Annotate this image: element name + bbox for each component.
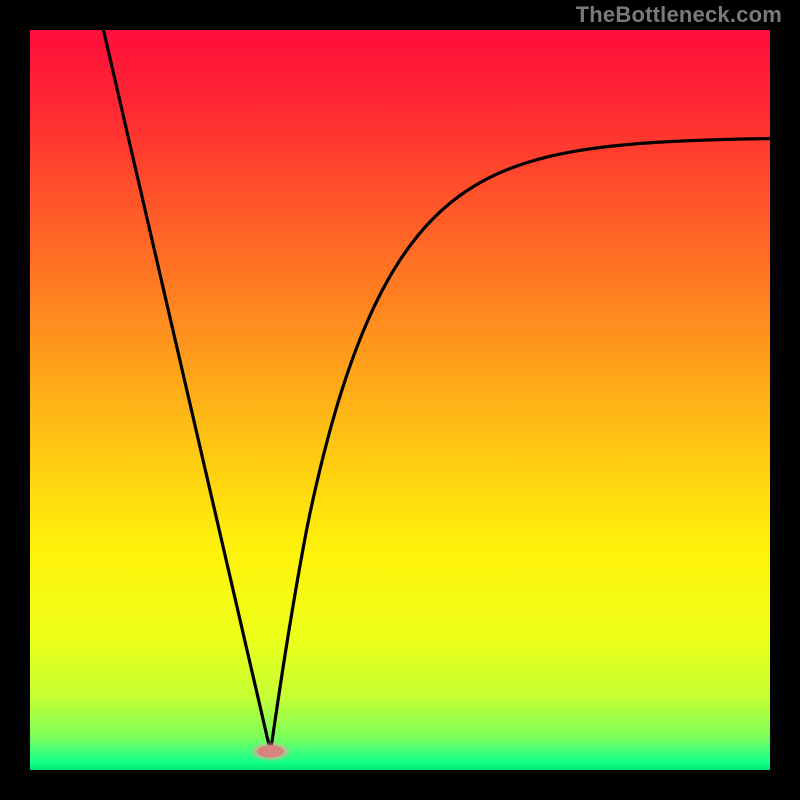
watermark-text: TheBottleneck.com: [576, 2, 782, 28]
apex-marker: [257, 745, 284, 758]
plot-area: [30, 30, 770, 770]
bottleneck-chart: [30, 30, 770, 770]
